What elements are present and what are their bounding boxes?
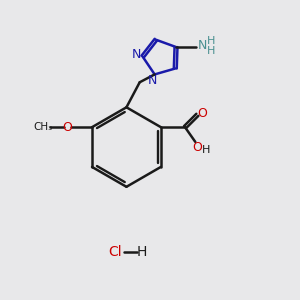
Text: N: N (131, 48, 141, 61)
Text: Cl: Cl (108, 244, 122, 259)
Text: O: O (197, 107, 207, 120)
Text: H: H (207, 36, 215, 46)
Text: H: H (136, 244, 147, 259)
Text: H: H (207, 46, 215, 56)
Text: H: H (202, 145, 211, 154)
Text: CH₃: CH₃ (34, 122, 53, 132)
Text: O: O (192, 141, 202, 154)
Text: N: N (198, 39, 207, 52)
Text: O: O (62, 121, 72, 134)
Text: N: N (148, 74, 157, 87)
